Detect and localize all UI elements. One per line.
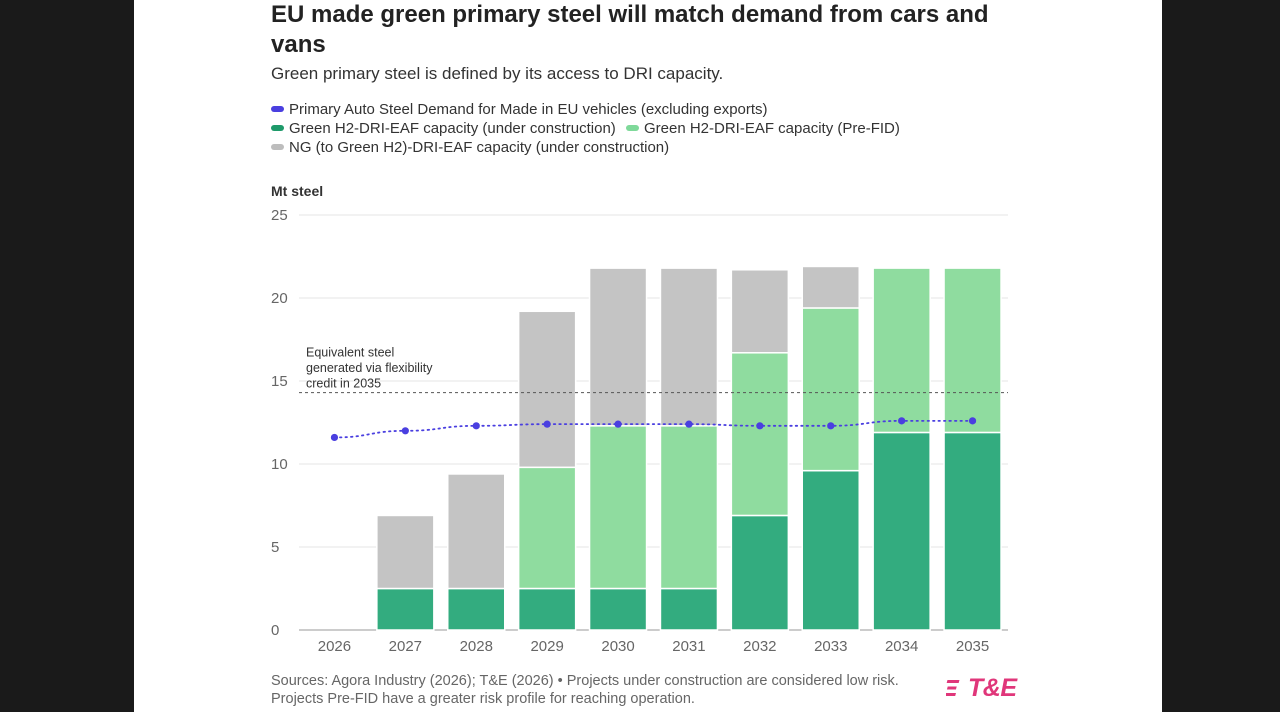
x-tick-label: 2032 [743,638,776,655]
te-logo-text: T&E [968,674,1017,702]
demand-point [898,417,906,425]
demand-point [330,433,339,442]
legend-label-green-under-construction: Green H2-DRI-EAF capacity (under constru… [289,120,616,137]
chart-subtitle: Green primary steel is defined by its ac… [271,64,724,83]
bar-segment [588,587,648,631]
x-tick-label: 2030 [601,638,634,655]
x-tick-label: 2029 [530,638,563,655]
legend-item-green-pre-fid: Green H2-DRI-EAF capacity (Pre-FID) [625,119,900,138]
bar-segment [659,587,719,631]
chart-card: EU made green primary steel will match d… [134,0,1162,712]
y-tick-label: 15 [271,373,288,390]
legend-label-demand: Primary Auto Steel Demand for Made in EU… [289,101,768,118]
y-tick-label: 5 [271,539,279,556]
legend-swatch-green-under-construction [271,125,284,132]
bar-segment [801,307,860,472]
bar-segment [801,265,860,309]
bar-segment [588,425,648,590]
bar-segment [801,469,860,631]
x-tick-label: 2035 [956,638,989,655]
demand-line [333,419,974,439]
demand-point [401,427,409,435]
reference-annotation-line: Equivalent steel [306,346,394,360]
bar-segment [517,466,577,590]
bar-segment [447,587,506,631]
bar-segment [659,425,719,590]
x-tick-label: 2027 [389,638,422,655]
bar-segment [943,431,1002,631]
source-line-2: Projects Pre-FID have a greater risk pro… [271,691,695,707]
legend-item-demand: Primary Auto Steel Demand for Made in EU… [271,100,768,119]
x-tick-label: 2026 [318,638,351,655]
demand-point [756,422,764,430]
bar-segment [872,431,931,631]
bar-segment [517,310,577,469]
reference-annotation-line: generated via flexibility [306,361,433,375]
demand-point [614,420,622,428]
y-tick-label: 20 [271,290,288,307]
x-tick-label: 2034 [885,638,918,655]
bar-segment [730,352,790,517]
bar-segment [376,587,435,631]
source-note: Sources: Agora Industry (2026); T&E (202… [271,672,951,708]
bar-segment [872,267,931,434]
y-axis-label: Mt steel [271,183,323,199]
bar-segment [517,587,577,631]
source-line-1: Sources: Agora Industry (2026); T&E (202… [271,673,899,689]
demand-point [827,422,835,430]
x-tick-label: 2031 [672,638,705,655]
x-tick-label: 2028 [460,638,493,655]
legend-label-green-pre-fid: Green H2-DRI-EAF capacity (Pre-FID) [643,120,900,137]
bar-segment [447,473,506,590]
reference-annotation-line: credit in 2035 [306,377,381,391]
y-tick-label: 10 [271,456,288,473]
y-tick-label: 25 [271,207,288,224]
bar-segment [659,267,719,427]
demand-line-layer [330,417,977,442]
demand-point [472,422,480,430]
legend-swatch-green-pre-fid [625,125,639,132]
bar-segment [588,267,648,427]
legend-swatch-demand [271,106,284,113]
legend: Primary Auto Steel Demand for Made in EU… [271,100,906,157]
legend-label-ng: NG (to Green H2)-DRI-EAF capacity (under… [289,139,670,156]
te-logo-icon [946,680,960,696]
bar-segment [730,514,790,631]
chart-title: EU made green primary steel will match d… [271,1,989,58]
demand-point [968,417,977,425]
x-tick-label: 2033 [814,638,847,655]
te-logo: T&E [946,674,1017,703]
legend-swatch-ng [271,144,284,151]
bar-segment [943,267,1002,434]
legend-item-ng: NG (to Green H2)-DRI-EAF capacity (under… [271,138,669,157]
y-tick-label: 0 [271,622,279,639]
demand-point [685,420,693,428]
legend-item-green-under-construction: Green H2-DRI-EAF capacity (under constru… [271,119,616,138]
bar-segment [376,514,435,590]
bars-layer [376,265,1002,631]
bar-segment [730,269,790,354]
demand-point [543,420,551,428]
